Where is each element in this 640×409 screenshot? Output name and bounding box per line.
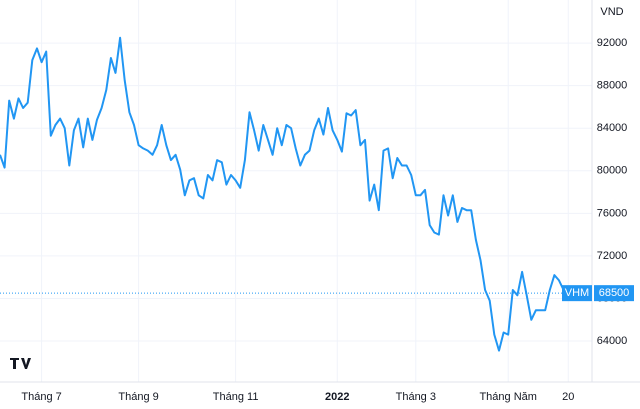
x-tick-label: Tháng 11	[213, 391, 259, 403]
y-tick-label: 88000	[597, 80, 628, 92]
series-name-badge	[562, 285, 592, 302]
y-tick-label: 92000	[597, 37, 628, 49]
y-tick-label: 80000	[597, 165, 628, 177]
y-unit: VND	[600, 6, 623, 18]
y-tick-label: 64000	[597, 335, 628, 347]
last-price-badge	[594, 285, 634, 302]
x-tick-label: Tháng 3	[396, 391, 436, 403]
x-tick-label: Tháng 7	[21, 391, 61, 403]
y-tick-label: 72000	[597, 250, 628, 262]
logo	[8, 354, 32, 372]
x-tick-label: Tháng 9	[118, 391, 158, 403]
x-tick-label: Tháng Năm	[479, 391, 536, 403]
x-tick-label: 2022	[325, 391, 349, 403]
x-tick-label: 20	[562, 391, 574, 403]
y-tick-label: 84000	[597, 122, 628, 134]
last-price-label: 68500	[599, 287, 630, 299]
grid	[0, 0, 592, 382]
y-tick-label: 76000	[597, 207, 628, 219]
series-name: VHM	[565, 287, 589, 299]
price-line	[0, 36, 569, 352]
